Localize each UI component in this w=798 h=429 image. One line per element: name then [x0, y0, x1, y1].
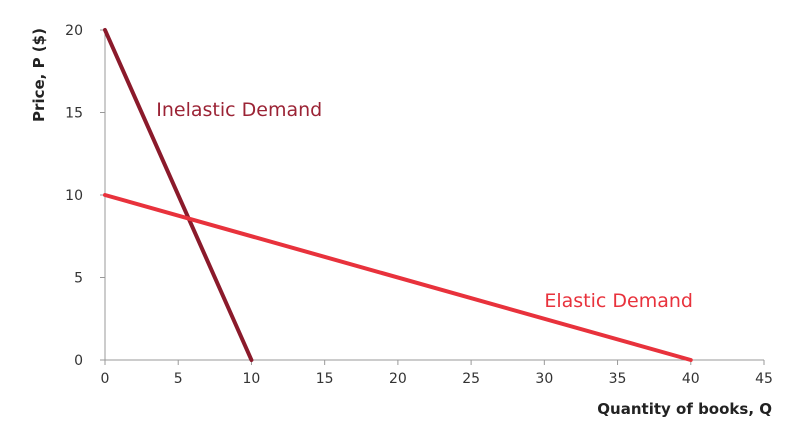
- y-tick: 15: [65, 106, 105, 122]
- y-tick: 10: [65, 188, 105, 204]
- x-tick-label: 20: [389, 371, 407, 387]
- x-tick: 5: [174, 360, 183, 387]
- x-tick: 10: [243, 360, 261, 387]
- x-tick-label: 15: [316, 371, 334, 387]
- y-tick-label: 5: [74, 271, 83, 287]
- x-tick: 25: [462, 360, 480, 387]
- x-tick: 30: [535, 360, 553, 387]
- y-tick: 0: [74, 353, 105, 369]
- y-axis-title: Price, P ($): [30, 28, 48, 122]
- x-tick-label: 5: [174, 371, 183, 387]
- x-tick-label: 10: [243, 371, 261, 387]
- x-tick-label: 45: [755, 371, 773, 387]
- x-tick: 35: [609, 360, 627, 387]
- series-line-inelastic-demand: [103, 28, 254, 362]
- series-line-elastic-demand: [103, 193, 693, 362]
- y-tick: 20: [65, 23, 105, 39]
- x-tick: 0: [101, 360, 110, 387]
- series-lines: [103, 28, 693, 362]
- series-label-elastic-demand: Elastic Demand: [544, 290, 693, 312]
- y-tick-label: 0: [74, 353, 83, 369]
- x-tick-label: 35: [609, 371, 627, 387]
- x-tick: 15: [316, 360, 334, 387]
- y-tick-label: 20: [65, 23, 83, 39]
- x-tick-label: 40: [682, 371, 700, 387]
- y-tick-label: 10: [65, 188, 83, 204]
- x-ticks: 0 5 10 15 20 25 30 35 40 45: [101, 360, 773, 387]
- x-axis-title: Quantity of books, Q: [597, 400, 772, 418]
- series-labels: Inelastic Demand Elastic Demand: [156, 99, 693, 312]
- y-tick-label: 15: [65, 106, 83, 122]
- x-tick: 40: [682, 360, 700, 387]
- x-tick-label: 30: [535, 371, 553, 387]
- x-tick-label: 0: [101, 371, 110, 387]
- x-tick-label: 25: [462, 371, 480, 387]
- series-label-inelastic-demand: Inelastic Demand: [156, 99, 322, 121]
- y-tick: 5: [74, 271, 105, 287]
- x-tick: 20: [389, 360, 407, 387]
- x-tick: 45: [755, 360, 773, 387]
- y-ticks: 0 5 10 15 20: [65, 23, 105, 369]
